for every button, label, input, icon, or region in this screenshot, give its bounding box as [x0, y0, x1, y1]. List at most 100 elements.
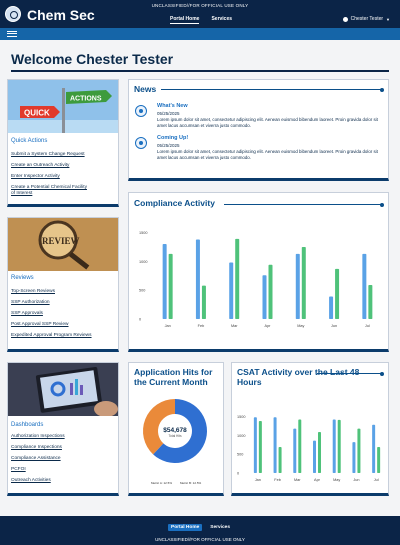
link-post-approval-review[interactable]: Post Approval SSP Review — [11, 322, 69, 327]
bar[interactable] — [301, 246, 306, 319]
y-tick-label: 1500 — [237, 415, 245, 419]
bar[interactable] — [357, 428, 361, 473]
bar[interactable] — [235, 238, 240, 319]
bar[interactable] — [318, 431, 321, 473]
bar[interactable] — [268, 264, 273, 319]
bar[interactable] — [337, 419, 341, 473]
bar[interactable] — [332, 419, 336, 473]
sign-quick: QUICK — [24, 109, 50, 118]
bar[interactable] — [377, 447, 381, 473]
bar[interactable] — [335, 268, 340, 319]
menu-bar — [0, 28, 400, 40]
reviews-links: Top-Screen Reviews SSP Authorization SSP… — [11, 289, 92, 344]
link-expedited-approval[interactable]: Expedited Approval Program Reviews — [11, 333, 92, 338]
x-tick-label: May — [297, 324, 304, 328]
x-tick-label: Feb — [198, 324, 205, 328]
dashboards-links: Authorization Inspections Compliance Ins… — [11, 434, 65, 489]
application-hits-title: Application Hits for the Current Month — [134, 367, 213, 387]
link-outreach-activities[interactable]: Outreach Activities — [11, 478, 51, 483]
top-header: UNCLASSIFIED//FOR OFFICIAL USE ONLY Chem… — [0, 0, 400, 28]
compliance-activity-panel: Compliance Activity 1500 1000 500 0 Jan Feb Ma… — [128, 192, 389, 352]
classification-banner: UNCLASSIFIED//FOR OFFICIAL USE ONLY — [151, 3, 249, 8]
bar[interactable] — [262, 275, 267, 319]
compliance-activity-chart: 1500 1000 500 0 Jan Feb Mar Apr May Jun Jul — [139, 231, 373, 328]
bar[interactable] — [162, 244, 167, 319]
news-body: Lorem ipsum dolor sit amet, consectetur … — [157, 117, 378, 128]
x-tick-label: Jan — [165, 324, 171, 328]
news-headline[interactable]: What's New — [157, 103, 188, 109]
y-tick-label: 500 — [237, 453, 243, 457]
top-nav: Portal Home Services — [170, 16, 232, 24]
news-item-coming-up[interactable]: Coming Up! 05/25/2025 Lorem ipsum dolor … — [135, 135, 380, 165]
bar[interactable] — [229, 262, 234, 319]
link-pcfoi[interactable]: PCFOI — [11, 467, 26, 472]
news-headline[interactable]: Coming Up! — [157, 135, 189, 141]
bar[interactable] — [253, 417, 257, 473]
x-tick-label: Apr — [265, 324, 272, 328]
link-system-change-request[interactable]: Submit a System Change Request — [11, 152, 85, 157]
pie-slice[interactable] — [153, 399, 207, 463]
review-text: REVIEW — [42, 236, 80, 246]
app-title[interactable]: Chem Sec — [27, 7, 95, 23]
pie-slice[interactable] — [143, 399, 175, 455]
news-icon — [135, 105, 147, 117]
bar[interactable] — [313, 440, 316, 473]
bar[interactable] — [372, 424, 376, 473]
link-potential-facility-cont[interactable]: of Interest — [11, 191, 33, 196]
nav-portal-home[interactable]: Portal Home — [170, 16, 200, 24]
sign-actions: ACTIONS — [70, 96, 102, 103]
pie-center-label: Total Hits — [168, 434, 182, 438]
news-date: 05/25/2025 — [157, 111, 180, 116]
news-title-line — [161, 87, 384, 92]
quick-actions-card: QUICK ACTIONS Quick Actions Submit a Sys… — [7, 79, 119, 207]
y-tick-label: 0 — [237, 472, 239, 476]
logo-icon[interactable] — [5, 6, 21, 22]
user-menu[interactable]: Chester Tester ▼ — [342, 16, 390, 22]
bar[interactable] — [273, 417, 277, 473]
bar[interactable] — [195, 239, 200, 319]
dashboards-title: Dashboards — [11, 422, 44, 428]
bar[interactable] — [278, 447, 282, 473]
y-tick-label: 500 — [139, 289, 145, 293]
nav-services[interactable]: Services — [211, 16, 233, 22]
link-potential-facility[interactable]: Create a Potential Chemical Facility — [11, 185, 87, 190]
quick-actions-title: Quick Actions — [11, 138, 48, 144]
hamburger-menu-icon[interactable] — [7, 31, 17, 37]
y-tick-label: 1000 — [237, 434, 245, 438]
x-tick-label: Jun — [353, 478, 359, 482]
csat-title-line — [317, 371, 384, 376]
footer-nav: Portal Home Services — [168, 524, 230, 531]
compliance-title-line — [224, 202, 384, 207]
bar[interactable] — [168, 253, 173, 319]
y-tick-label: 1500 — [139, 231, 147, 235]
news-title: News — [134, 84, 157, 94]
bar[interactable] — [298, 419, 302, 473]
quick-actions-image: QUICK ACTIONS — [8, 80, 118, 133]
link-compliance-inspections[interactable]: Compliance Inspections — [11, 445, 62, 450]
link-outreach-activity[interactable]: Create an Outreach Activity — [11, 163, 70, 168]
x-tick-label: Mar — [294, 478, 301, 482]
bar[interactable] — [295, 253, 300, 319]
news-body: Lorem ipsum dolor sit amet, consectetur … — [157, 149, 378, 160]
link-ssp-authorization[interactable]: SSP Authorization — [11, 300, 50, 305]
bar[interactable] — [362, 253, 367, 319]
link-compliance-assistance[interactable]: Compliance Assistance — [11, 456, 61, 461]
footer-nav-services[interactable]: Services — [210, 525, 231, 530]
news-item-whats-new[interactable]: What's New 05/25/2025 Lorem ipsum dolor … — [135, 103, 380, 133]
link-inspector-activity[interactable]: Enter Inspector Activity — [11, 174, 60, 179]
user-icon — [342, 16, 348, 22]
x-tick-label: Jun — [331, 324, 337, 328]
x-tick-label: Jul — [374, 478, 379, 482]
bar[interactable] — [293, 428, 297, 473]
footer-nav-portal-home[interactable]: Portal Home — [168, 524, 203, 531]
bar[interactable] — [368, 284, 373, 319]
x-tick-label: Jan — [255, 478, 261, 482]
bar[interactable] — [329, 296, 334, 319]
bar[interactable] — [352, 442, 356, 473]
link-ssp-approvals[interactable]: SSP Approvals — [11, 311, 43, 316]
link-top-screen-reviews[interactable]: Top-Screen Reviews — [11, 289, 55, 294]
bar[interactable] — [201, 285, 206, 319]
bar[interactable] — [258, 421, 262, 473]
link-authorization-inspections[interactable]: Authorization Inspections — [11, 434, 65, 439]
